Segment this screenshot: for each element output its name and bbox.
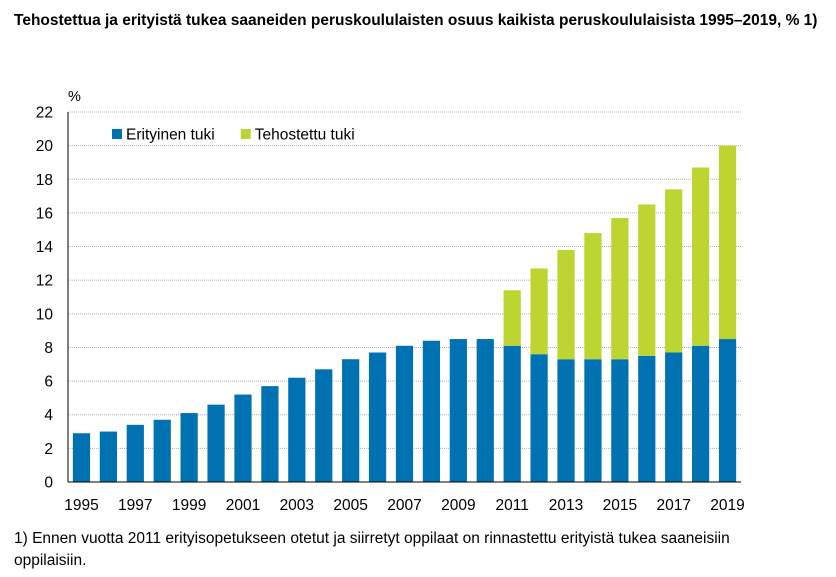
bar-tehostettu-tuki-2014 bbox=[584, 233, 602, 360]
x-tick-label: 2001 bbox=[226, 497, 260, 514]
x-tick-label: 2005 bbox=[333, 497, 367, 514]
legend-swatch bbox=[240, 129, 251, 139]
y-tick-label: 6 bbox=[44, 374, 53, 391]
x-tick-label: 2015 bbox=[603, 497, 637, 514]
bar-erityinen-tuki-2000 bbox=[207, 404, 225, 482]
x-tick-label: 1999 bbox=[172, 497, 206, 514]
bar-tehostettu-tuki-2017 bbox=[665, 189, 683, 353]
y-tick-label: 0 bbox=[44, 475, 53, 492]
y-tick-label: 12 bbox=[36, 273, 53, 290]
bar-tehostettu-tuki-2013 bbox=[557, 249, 575, 360]
bar-tehostettu-tuki-2015 bbox=[611, 217, 629, 360]
y-tick-label: 8 bbox=[44, 340, 53, 357]
bar-erityinen-tuki-2002 bbox=[261, 386, 279, 482]
legend-label: Tehostettu tuki bbox=[255, 127, 355, 144]
legend-swatch bbox=[112, 129, 122, 139]
y-tick-label: 14 bbox=[36, 239, 54, 256]
bar-erityinen-tuki-2012 bbox=[530, 354, 548, 482]
bar-tehostettu-tuki-2016 bbox=[638, 204, 656, 356]
axes: 0 2 4 6 8 10 12 14 16 18 20 22% 1995 1997 1999 2001 2003… bbox=[36, 89, 745, 514]
x-tick-label: 2011 bbox=[496, 497, 529, 514]
y-axis-unit: % bbox=[68, 89, 81, 105]
bar-erityinen-tuki-1995 bbox=[72, 433, 91, 482]
bar-erityinen-tuki-2013 bbox=[557, 359, 575, 482]
y-tick-label: 10 bbox=[36, 306, 54, 323]
bar-erityinen-tuki-1996 bbox=[99, 431, 117, 482]
legend-label: Erityinen tuki bbox=[126, 127, 215, 144]
bar-tehostettu-tuki-2011 bbox=[503, 290, 521, 346]
bar-erityinen-tuki-2017 bbox=[665, 352, 683, 482]
y-tick-label: 20 bbox=[36, 138, 54, 155]
y-tick-label: 16 bbox=[36, 205, 53, 222]
bar-tehostettu-tuki-2018 bbox=[692, 167, 710, 346]
x-tick-label: 2007 bbox=[387, 497, 421, 514]
y-tick-label: 4 bbox=[44, 407, 53, 424]
bar-erityinen-tuki-2005 bbox=[342, 359, 360, 482]
x-tick-label: 1995 bbox=[64, 497, 98, 514]
bar-erityinen-tuki-2004 bbox=[315, 369, 333, 482]
bar-erityinen-tuki-2011 bbox=[503, 345, 521, 482]
bar-erityinen-tuki-2015 bbox=[611, 359, 629, 482]
bar-tehostettu-tuki-2012 bbox=[530, 268, 548, 355]
y-tick-label: 18 bbox=[36, 172, 53, 189]
chart-title: Tehostettua ja erityistä tukea saaneiden… bbox=[14, 12, 818, 29]
bar-erityinen-tuki-2010 bbox=[476, 339, 494, 482]
bar-erityinen-tuki-2001 bbox=[234, 394, 252, 482]
bar-erityinen-tuki-2014 bbox=[584, 359, 602, 482]
bar-erityinen-tuki-2009 bbox=[449, 339, 467, 482]
x-tick-label: 2009 bbox=[441, 497, 475, 514]
x-tick-label: 2013 bbox=[549, 497, 583, 514]
bar-erityinen-tuki-1997 bbox=[126, 424, 144, 482]
bar-erityinen-tuki-1998 bbox=[153, 419, 171, 482]
bar-erityinen-tuki-2006 bbox=[368, 352, 387, 482]
bar-erityinen-tuki-2008 bbox=[422, 340, 441, 482]
bar-erityinen-tuki-2018 bbox=[692, 345, 710, 482]
x-tick-label: 2017 bbox=[656, 497, 690, 514]
bars bbox=[72, 145, 737, 482]
y-tick-label: 2 bbox=[44, 441, 53, 458]
bar-erityinen-tuki-1999 bbox=[180, 413, 198, 482]
bar-erityinen-tuki-2016 bbox=[638, 355, 656, 482]
legend: Erityinen tuki Tehostettu tuki bbox=[112, 127, 355, 144]
bar-tehostettu-tuki-2019 bbox=[718, 145, 737, 340]
x-tick-label: 2003 bbox=[280, 497, 314, 514]
bar-erityinen-tuki-2003 bbox=[288, 377, 306, 482]
footnote: 1) Ennen vuotta 2011 erityisopetukseen o… bbox=[14, 530, 730, 569]
x-tick-label: 2019 bbox=[710, 497, 744, 514]
y-tick-label: 22 bbox=[36, 105, 53, 122]
bar-erityinen-tuki-2007 bbox=[395, 345, 414, 482]
bar-erityinen-tuki-2019 bbox=[718, 339, 737, 482]
x-tick-label: 1997 bbox=[118, 497, 152, 514]
